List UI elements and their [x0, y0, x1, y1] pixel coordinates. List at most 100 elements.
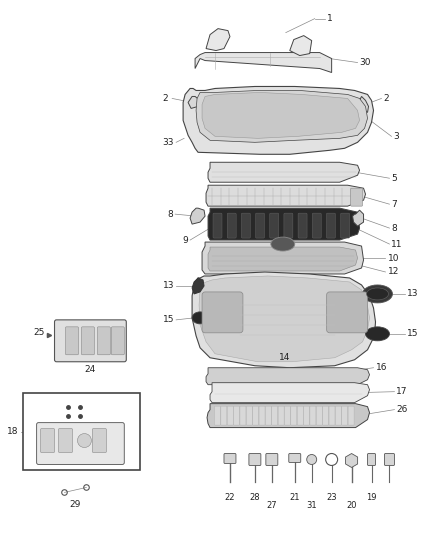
- Polygon shape: [208, 247, 357, 271]
- FancyBboxPatch shape: [241, 213, 251, 238]
- Polygon shape: [199, 276, 370, 362]
- Polygon shape: [353, 210, 364, 226]
- Text: 21: 21: [290, 493, 300, 502]
- Text: 16: 16: [375, 363, 387, 372]
- Text: 29: 29: [70, 500, 81, 509]
- Text: 31: 31: [307, 501, 317, 510]
- FancyBboxPatch shape: [111, 327, 124, 355]
- Text: 26: 26: [396, 405, 408, 414]
- Text: 1: 1: [327, 14, 332, 23]
- FancyBboxPatch shape: [37, 423, 124, 464]
- Polygon shape: [195, 53, 332, 72]
- Text: 20: 20: [346, 501, 357, 510]
- Polygon shape: [210, 383, 370, 402]
- FancyBboxPatch shape: [297, 406, 303, 425]
- FancyBboxPatch shape: [270, 213, 279, 238]
- Text: 15: 15: [162, 316, 174, 325]
- Polygon shape: [202, 242, 364, 274]
- Polygon shape: [183, 86, 374, 154]
- FancyBboxPatch shape: [326, 213, 336, 238]
- FancyBboxPatch shape: [253, 406, 259, 425]
- Text: 8: 8: [392, 224, 397, 232]
- Polygon shape: [206, 29, 230, 51]
- Polygon shape: [290, 36, 312, 55]
- Text: 13: 13: [162, 281, 174, 290]
- Text: 28: 28: [250, 493, 260, 502]
- Text: 24: 24: [85, 365, 96, 374]
- FancyBboxPatch shape: [312, 213, 321, 238]
- FancyBboxPatch shape: [249, 454, 261, 465]
- FancyBboxPatch shape: [213, 213, 222, 238]
- FancyBboxPatch shape: [66, 327, 78, 355]
- Text: 7: 7: [392, 200, 397, 208]
- Text: 13: 13: [407, 289, 419, 298]
- Text: 5: 5: [392, 174, 397, 183]
- FancyBboxPatch shape: [233, 406, 240, 425]
- FancyBboxPatch shape: [289, 454, 301, 463]
- Text: 15: 15: [407, 329, 419, 338]
- Polygon shape: [206, 368, 370, 385]
- Text: 22: 22: [225, 493, 235, 502]
- FancyBboxPatch shape: [224, 454, 236, 464]
- FancyBboxPatch shape: [316, 406, 322, 425]
- FancyBboxPatch shape: [298, 213, 307, 238]
- Polygon shape: [206, 185, 366, 206]
- FancyBboxPatch shape: [246, 406, 252, 425]
- FancyBboxPatch shape: [272, 406, 278, 425]
- Text: 14: 14: [279, 353, 290, 362]
- FancyBboxPatch shape: [310, 406, 316, 425]
- FancyBboxPatch shape: [255, 213, 265, 238]
- FancyBboxPatch shape: [259, 406, 265, 425]
- Polygon shape: [207, 403, 370, 427]
- FancyBboxPatch shape: [92, 429, 106, 453]
- Text: 25: 25: [33, 328, 45, 337]
- Text: 30: 30: [360, 58, 371, 67]
- Text: 23: 23: [326, 493, 337, 502]
- Text: 33: 33: [162, 138, 174, 147]
- FancyBboxPatch shape: [336, 406, 341, 425]
- Ellipse shape: [192, 312, 208, 324]
- FancyBboxPatch shape: [348, 406, 354, 425]
- Polygon shape: [360, 96, 368, 112]
- FancyBboxPatch shape: [41, 429, 54, 453]
- FancyBboxPatch shape: [341, 213, 350, 238]
- Text: 9: 9: [182, 236, 188, 245]
- Text: 27: 27: [266, 501, 277, 510]
- Circle shape: [307, 455, 317, 464]
- FancyBboxPatch shape: [59, 429, 72, 453]
- FancyBboxPatch shape: [221, 406, 227, 425]
- Ellipse shape: [366, 327, 389, 341]
- FancyBboxPatch shape: [240, 406, 246, 425]
- FancyBboxPatch shape: [81, 327, 95, 355]
- FancyBboxPatch shape: [327, 292, 367, 333]
- Text: 18: 18: [7, 427, 19, 436]
- FancyBboxPatch shape: [385, 454, 395, 465]
- FancyBboxPatch shape: [284, 213, 293, 238]
- FancyBboxPatch shape: [215, 406, 220, 425]
- FancyBboxPatch shape: [97, 327, 110, 355]
- Ellipse shape: [367, 288, 389, 300]
- Text: 19: 19: [366, 493, 377, 502]
- FancyBboxPatch shape: [323, 406, 328, 425]
- FancyBboxPatch shape: [54, 320, 126, 362]
- Polygon shape: [196, 91, 367, 142]
- Ellipse shape: [363, 285, 392, 303]
- Polygon shape: [192, 272, 375, 368]
- FancyBboxPatch shape: [367, 454, 375, 465]
- FancyBboxPatch shape: [227, 406, 233, 425]
- FancyBboxPatch shape: [266, 454, 278, 465]
- Text: 12: 12: [388, 268, 399, 277]
- Text: 3: 3: [393, 132, 399, 141]
- Bar: [23, 393, 140, 471]
- FancyBboxPatch shape: [265, 406, 272, 425]
- Text: 2: 2: [162, 94, 168, 103]
- Text: 17: 17: [396, 387, 408, 396]
- Polygon shape: [192, 278, 204, 294]
- FancyBboxPatch shape: [202, 292, 243, 333]
- Polygon shape: [208, 162, 360, 182]
- Polygon shape: [208, 208, 360, 240]
- Circle shape: [78, 433, 92, 448]
- FancyBboxPatch shape: [278, 406, 284, 425]
- FancyBboxPatch shape: [285, 406, 290, 425]
- Text: 2: 2: [384, 94, 389, 103]
